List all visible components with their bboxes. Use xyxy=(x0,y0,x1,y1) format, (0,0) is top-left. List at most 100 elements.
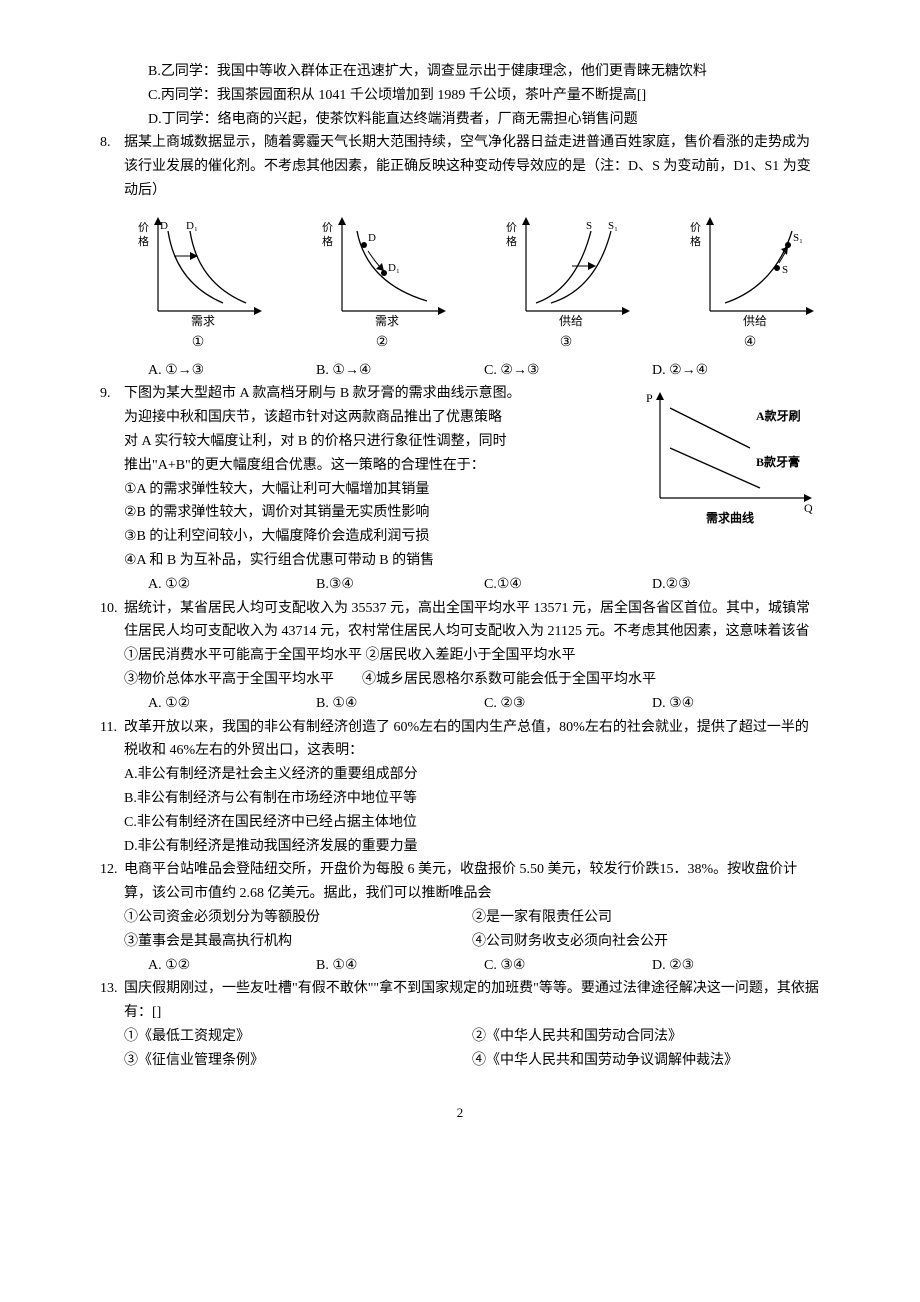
sub-options: ①《最低工资规定》 ②《中华人民共和国劳动合同法》 ③《征信业管理条例》 ④《中… xyxy=(124,1025,820,1073)
svg-text:P: P xyxy=(646,391,653,405)
supply-move-chart-icon: 价 格 S S₁ 供给 xyxy=(680,211,820,329)
demand-shift-chart-icon: 价 格 D D₁ 需求 xyxy=(128,211,268,329)
sub-1: ①公司资金必须划分为等额股份 xyxy=(124,906,472,930)
q12-options: A. ①② B. ①④ C. ③④ D. ②③ xyxy=(148,954,820,978)
question-number: 8. xyxy=(100,131,124,155)
question-number: 9. xyxy=(100,382,124,406)
question-stem: 电商平台站唯品会登陆纽交所，开盘价为每股 6 美元，收盘报价 5.50 美元，较… xyxy=(124,858,820,906)
option-c: C. ③④ xyxy=(484,954,652,978)
svg-text:B款牙膏: B款牙膏 xyxy=(756,454,800,469)
question-13: 13. 国庆假期刚过，一些友吐槽"有假不敢休""拿不到国家规定的加班费"等等。要… xyxy=(100,977,820,1072)
svg-text:A款牙刷: A款牙刷 xyxy=(756,408,801,423)
chart-panel-1: 价 格 D D₁ 需求 ① xyxy=(128,211,268,355)
svg-text:格: 格 xyxy=(690,234,701,248)
question-number: 11. xyxy=(100,716,124,740)
chart-panel-4: 价 格 S S₁ 供给 ④ xyxy=(680,211,820,355)
question-stem: 下图为某大型超市 A 款高档牙刷与 B 款牙膏的需求曲线示意图。 xyxy=(124,382,632,406)
q9-line: ③B 的让利空间较小，大幅度降价会造成利润亏损 xyxy=(124,525,632,549)
option-b: B. ①④ xyxy=(316,954,484,978)
svg-text:供给: 供给 xyxy=(559,314,583,328)
sub-option-line: ①居民消费水平可能高于全国平均水平 ②居民收入差距小于全国平均水平 xyxy=(124,644,820,668)
option-c: C.丙同学：我国茶园面积从 1041 千公顷增加到 1989 千公顷，茶叶产量不… xyxy=(148,84,820,108)
option-d: D. ②→④ xyxy=(652,359,820,383)
svg-text:格: 格 xyxy=(506,234,517,248)
panel-label: ③ xyxy=(496,331,636,355)
option-b: B.非公有制经济与公有制在市场经济中地位平等 xyxy=(124,787,820,811)
svg-text:价: 价 xyxy=(138,221,149,234)
option-b: B.③④ xyxy=(316,573,484,597)
svg-text:D₁: D₁ xyxy=(388,262,400,274)
q9-line: 对 A 实行较大幅度让利，对 B 的价格只进行象征性调整，同时 xyxy=(124,430,632,454)
sub-4: ④公司财务收支必须向社会公开 xyxy=(472,930,820,954)
question-11: 11. 改革开放以来，我国的非公有制经济创造了 60%左右的国内生产总值，80%… xyxy=(100,716,820,859)
question-8: 8. 据某上商城数据显示，随着雾霾天气长期大范围持续，空气净化器日益走进普通百姓… xyxy=(100,131,820,202)
question-stem: 国庆假期刚过，一些友吐槽"有假不敢休""拿不到国家规定的加班费"等等。要通过法律… xyxy=(124,977,820,1025)
sub-options: ①公司资金必须划分为等额股份 ②是一家有限责任公司 ③董事会是其最高执行机构 ④… xyxy=(124,906,820,954)
svg-text:价: 价 xyxy=(690,221,701,234)
option-d: D.非公有制经济是推动我国经济发展的重要力量 xyxy=(124,835,820,859)
svg-text:格: 格 xyxy=(138,234,149,248)
svg-text:S₁: S₁ xyxy=(793,232,803,244)
question-stem: 据统计，某省居民人均可支配收入为 35537 元，高出全国平均水平 13571 … xyxy=(124,597,820,645)
q9-line: 为迎接中秋和国庆节，该超市针对这两款商品推出了优惠策略 xyxy=(124,406,632,430)
svg-text:需求曲线: 需求曲线 xyxy=(706,510,754,525)
option-a: A. ①→③ xyxy=(148,359,316,383)
option-a: A. ①② xyxy=(148,692,316,716)
option-d: D. ③④ xyxy=(652,692,820,716)
chart-panel-3: 价 格 S S₁ 供给 ③ xyxy=(496,211,636,355)
sub-2: ②《中华人民共和国劳动合同法》 xyxy=(472,1025,820,1049)
q9-figure: P Q A款牙刷 B款牙膏 需求曲线 xyxy=(640,388,820,537)
option-a: A. ①② xyxy=(148,573,316,597)
q8-charts: 价 格 D D₁ 需求 ① 价 格 D D₁ 需求 xyxy=(128,211,820,355)
question-stem: 据某上商城数据显示，随着雾霾天气长期大范围持续，空气净化器日益走进普通百姓家庭，… xyxy=(124,131,820,202)
svg-text:价: 价 xyxy=(322,221,333,234)
question-stem: 改革开放以来，我国的非公有制经济创造了 60%左右的国内生产总值，80%左右的社… xyxy=(124,716,820,764)
question-number: 10. xyxy=(100,597,124,621)
pre-q8-options: B.乙同学：我国中等收入群体正在迅速扩大，调查显示出于健康理念，他们更青睐无糖饮… xyxy=(148,60,820,131)
question-10: 10. 据统计，某省居民人均可支配收入为 35537 元，高出全国平均水平 13… xyxy=(100,597,820,692)
q9-line: 推出"A+B"的更大幅度组合优惠。这一策略的合理性在于： xyxy=(124,454,632,478)
option-b: B. ①→④ xyxy=(316,359,484,383)
option-c: C. ②③ xyxy=(484,692,652,716)
option-a: A.非公有制经济是社会主义经济的重要组成部分 xyxy=(124,763,820,787)
svg-text:D: D xyxy=(160,220,168,232)
question-number: 12. xyxy=(100,858,124,882)
panel-label: ④ xyxy=(680,331,820,355)
sub-2: ②是一家有限责任公司 xyxy=(472,906,820,930)
panel-label: ② xyxy=(312,331,452,355)
svg-text:S: S xyxy=(782,264,788,276)
option-c: C.①④ xyxy=(484,573,652,597)
question-9: 9. 下图为某大型超市 A 款高档牙刷与 B 款牙膏的需求曲线示意图。 为迎接中… xyxy=(100,382,820,572)
svg-text:供给: 供给 xyxy=(743,314,767,328)
sub-3: ③董事会是其最高执行机构 xyxy=(124,930,472,954)
option-c: C. ②→③ xyxy=(484,359,652,383)
q8-options: A. ①→③ B. ①→④ C. ②→③ D. ②→④ xyxy=(148,359,820,383)
svg-text:D: D xyxy=(368,232,376,244)
svg-text:需求: 需求 xyxy=(191,314,215,328)
option-d: D. ②③ xyxy=(652,954,820,978)
page-number: 2 xyxy=(100,1102,820,1124)
svg-text:Q: Q xyxy=(804,501,813,515)
svg-text:S₁: S₁ xyxy=(608,220,618,232)
option-a: A. ①② xyxy=(148,954,316,978)
question-12: 12. 电商平台站唯品会登陆纽交所，开盘价为每股 6 美元，收盘报价 5.50 … xyxy=(100,858,820,953)
chart-panel-2: 价 格 D D₁ 需求 ② xyxy=(312,211,452,355)
q9-options: A. ①② B.③④ C.①④ D.②③ xyxy=(148,573,820,597)
svg-text:S: S xyxy=(586,220,592,232)
option-d: D.丁同学：络电商的兴起，使茶饮料能直达终端消费者，厂商无需担心销售问题 xyxy=(148,108,820,132)
q9-line: ②B 的需求弹性较大，调价对其销量无实质性影响 xyxy=(124,501,632,525)
sub-3: ③《征信业管理条例》 xyxy=(124,1049,472,1073)
q9-line: ①A 的需求弹性较大，大幅让利可大幅增加其销量 xyxy=(124,478,632,502)
sub-4: ④《中华人民共和国劳动争议调解仲裁法》 xyxy=(472,1049,820,1073)
demand-move-chart-icon: 价 格 D D₁ 需求 xyxy=(312,211,452,329)
svg-text:价: 价 xyxy=(506,221,517,234)
svg-text:格: 格 xyxy=(322,234,333,248)
sub-1: ①《最低工资规定》 xyxy=(124,1025,472,1049)
option-c: C.非公有制经济在国民经济中已经占据主体地位 xyxy=(124,811,820,835)
q10-options: A. ①② B. ①④ C. ②③ D. ③④ xyxy=(148,692,820,716)
panel-label: ① xyxy=(128,331,268,355)
question-number: 13. xyxy=(100,977,124,1001)
option-b: B. ①④ xyxy=(316,692,484,716)
supply-shift-chart-icon: 价 格 S S₁ 供给 xyxy=(496,211,636,329)
option-b: B.乙同学：我国中等收入群体正在迅速扩大，调查显示出于健康理念，他们更青睐无糖饮… xyxy=(148,60,820,84)
